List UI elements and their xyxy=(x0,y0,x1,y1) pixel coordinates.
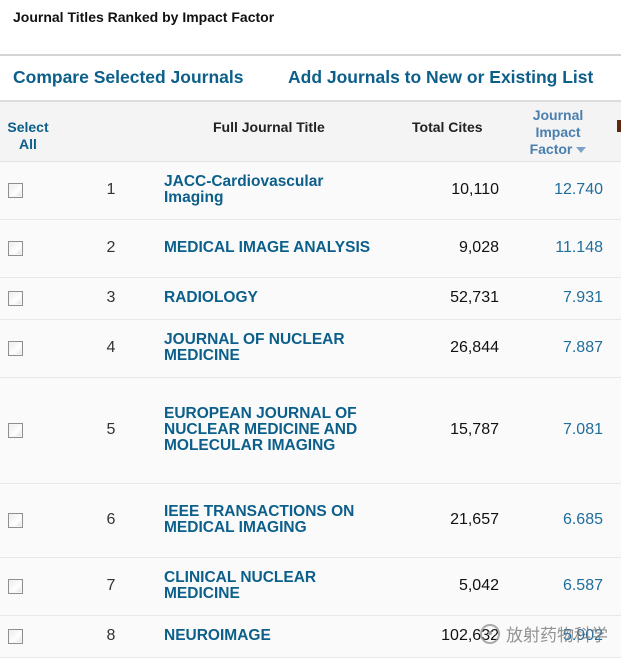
rank-cell: 1 xyxy=(106,181,116,198)
journal-title-link[interactable]: JOURNAL OF NUCLEAR MEDICINE xyxy=(164,332,394,364)
total-cites-header: Total Cites xyxy=(412,119,483,135)
table-row: 8 NEUROIMAGE 102,632 5.902 xyxy=(0,616,621,658)
journal-title-link[interactable]: IEEE TRANSACTIONS ON MEDICAL IMAGING xyxy=(164,504,394,536)
table-row: 1 JACC-Cardiovascular Imaging 10,110 12.740 xyxy=(0,162,621,220)
table-row: 7 CLINICAL NUCLEAR MEDICINE 5,042 6.587 xyxy=(0,558,621,616)
total-cites-cell: 21,657 xyxy=(450,511,499,528)
row-select-checkbox[interactable] xyxy=(8,241,23,256)
total-cites-cell: 102,632 xyxy=(441,627,499,644)
row-select-checkbox[interactable] xyxy=(8,291,23,306)
total-cites-cell: 26,844 xyxy=(450,339,499,356)
journal-title-line: MEDICINE xyxy=(164,585,240,602)
jif-header-line1: Journal xyxy=(532,107,584,123)
jif-header-line2: Impact xyxy=(535,124,581,140)
jif-header-line3: Factor xyxy=(529,141,573,157)
row-select-checkbox[interactable] xyxy=(8,513,23,528)
journal-title-link[interactable]: CLINICAL NUCLEAR MEDICINE xyxy=(164,570,394,602)
total-cites-cell: 52,731 xyxy=(450,289,499,306)
table-header: Select All Full Journal Title Total Cite… xyxy=(0,100,621,162)
impact-factor-cell: 7.081 xyxy=(562,421,603,438)
journal-title-link[interactable]: JACC-Cardiovascular Imaging xyxy=(164,174,394,206)
table-row: 6 IEEE TRANSACTIONS ON MEDICAL IMAGING 21,6… xyxy=(0,484,621,558)
journal-title-line: NEUROIMAGE xyxy=(164,627,271,644)
row-select-checkbox[interactable] xyxy=(8,629,23,644)
row-select-checkbox[interactable] xyxy=(8,341,23,356)
table-row: 4 JOURNAL OF NUCLEAR MEDICINE 26,844 7.887 xyxy=(0,320,621,378)
table-row: 2 MEDICAL IMAGE ANALYSIS 9,028 11.148 xyxy=(0,220,621,278)
rank-cell: 4 xyxy=(106,339,116,356)
journal-title-link[interactable]: EUROPEAN JOURNAL OF NUCLEAR MEDICINE AND M… xyxy=(164,406,394,454)
impact-factor-cell: 7.931 xyxy=(562,289,603,306)
impact-factor-cell: 6.685 xyxy=(562,511,603,528)
heading-divider xyxy=(0,54,621,56)
journal-title-line: JACC-Cardiovascular xyxy=(164,173,324,190)
full-title-header: Full Journal Title xyxy=(213,119,325,135)
compare-selected-journals-link[interactable]: Compare Selected Journals xyxy=(13,67,244,87)
journal-title-line: JOURNAL OF NUCLEAR xyxy=(164,331,345,348)
row-select-checkbox[interactable] xyxy=(8,423,23,438)
journal-title-line: MEDICAL IMAGING xyxy=(164,519,307,536)
row-select-checkbox[interactable] xyxy=(8,183,23,198)
total-cites-cell: 5,042 xyxy=(458,577,499,594)
journal-title-line: NUCLEAR MEDICINE AND xyxy=(164,421,358,438)
journal-title-link[interactable]: MEDICAL IMAGE ANALYSIS xyxy=(164,240,394,256)
journal-title-line: MEDICINE xyxy=(164,347,240,364)
add-journals-to-list-link[interactable]: Add Journals to New or Existing List xyxy=(288,67,594,87)
journal-title-link[interactable]: RADIOLOGY xyxy=(164,290,394,306)
table-row: 3 RADIOLOGY 52,731 7.931 xyxy=(0,278,621,320)
total-cites-cell: 10,110 xyxy=(451,181,499,198)
total-cites-cell: 15,787 xyxy=(450,421,499,438)
journal-title-line: EUROPEAN JOURNAL OF xyxy=(164,405,357,422)
journal-table: Select All Full Journal Title Total Cite… xyxy=(0,100,621,658)
impact-factor-cell: 11.148 xyxy=(555,239,603,256)
row-select-checkbox[interactable] xyxy=(8,579,23,594)
table-row: 5 EUROPEAN JOURNAL OF NUCLEAR MEDICINE AND… xyxy=(0,378,621,484)
impact-factor-cell: 5.902 xyxy=(562,627,603,644)
journal-title-link[interactable]: NEUROIMAGE xyxy=(164,628,394,644)
journal-title-line: Imaging xyxy=(164,189,224,206)
journal-title-line: MOLECULAR IMAGING xyxy=(164,437,336,454)
truncated-column-header xyxy=(617,120,621,132)
impact-factor-cell: 6.587 xyxy=(562,577,603,594)
rank-cell: 5 xyxy=(106,421,116,438)
select-all-header[interactable]: Select All xyxy=(6,119,50,153)
sort-descending-icon[interactable] xyxy=(576,147,587,154)
rank-cell: 3 xyxy=(106,289,116,306)
rank-cell: 2 xyxy=(106,239,116,256)
rank-cell: 7 xyxy=(106,577,116,594)
page-title: Journal Titles Ranked by Impact Factor xyxy=(13,9,275,25)
journal-title-line: CLINICAL NUCLEAR xyxy=(164,569,317,586)
impact-factor-header[interactable]: Journal Impact Factor xyxy=(512,107,604,158)
total-cites-cell: 9,028 xyxy=(458,239,499,256)
table-body: 1 JACC-Cardiovascular Imaging 10,110 12.740 2… xyxy=(0,162,621,658)
journal-title-line: IEEE TRANSACTIONS ON xyxy=(164,503,355,520)
select-all-label-line2: All xyxy=(19,136,37,152)
rank-cell: 8 xyxy=(106,627,116,644)
impact-factor-cell: 7.887 xyxy=(562,339,603,356)
rank-cell: 6 xyxy=(106,511,116,528)
impact-factor-cell: 12.740 xyxy=(554,181,603,198)
journal-title-line: RADIOLOGY xyxy=(164,289,258,306)
select-all-label-line1: Select xyxy=(7,119,49,135)
journal-title-line: MEDICAL IMAGE ANALYSIS xyxy=(164,239,371,256)
